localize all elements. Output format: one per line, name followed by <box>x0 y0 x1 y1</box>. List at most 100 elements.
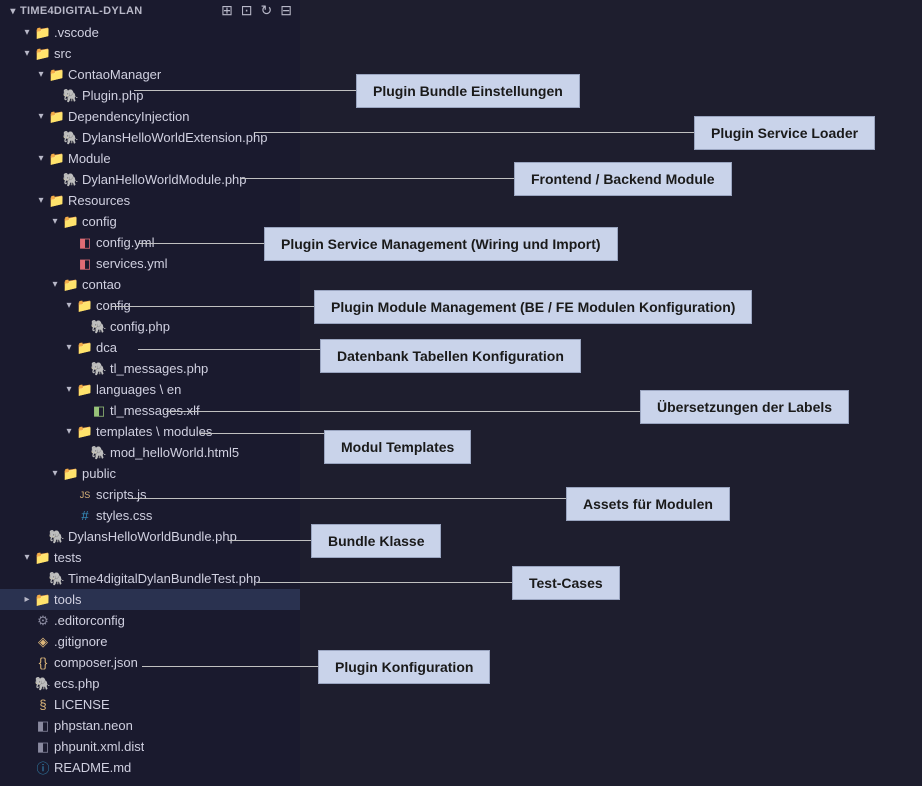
annotation-connector <box>228 540 311 541</box>
tree-folder[interactable]: ▾📁config <box>0 211 300 232</box>
file-icon: 🐘 <box>48 529 66 545</box>
tree-folder[interactable]: ▾📁tests <box>0 547 300 568</box>
file-icon: 📁 <box>48 109 66 125</box>
tree-file[interactable]: JSscripts.js <box>0 484 300 505</box>
file-icon: 📁 <box>48 151 66 167</box>
tree-file[interactable]: 🐘Time4digitalDylanBundleTest.php <box>0 568 300 589</box>
tree-file[interactable]: 🐘config.php <box>0 316 300 337</box>
chevron-down-icon: ▾ <box>34 153 48 164</box>
file-tree: ▾📁.vscode▾📁src▾📁ContaoManager🐘Plugin.php… <box>0 22 300 778</box>
file-icon: 🐘 <box>62 172 80 188</box>
file-icon: 📁 <box>34 46 52 62</box>
file-icon: {} <box>34 655 52 670</box>
tree-file[interactable]: 🐘DylansHelloWorldExtension.php <box>0 127 300 148</box>
file-icon: 📁 <box>34 592 52 608</box>
collapse-icon[interactable]: ⊟ <box>280 2 292 19</box>
chevron-down-icon: ▾ <box>48 279 62 290</box>
file-icon: 📁 <box>76 382 94 398</box>
annotation-label: Plugin Service Loader <box>694 116 875 150</box>
tree-file[interactable]: 🐘ecs.php <box>0 673 300 694</box>
annotation-connector <box>258 582 512 583</box>
tree-file[interactable]: 🐘tl_messages.php <box>0 358 300 379</box>
tree-file[interactable]: 🐘DylanHelloWorldModule.php <box>0 169 300 190</box>
annotation-connector <box>134 90 356 91</box>
tree-file[interactable]: {}composer.json <box>0 652 300 673</box>
tree-item-label: scripts.js <box>96 487 147 502</box>
tree-folder[interactable]: ▾📁Module <box>0 148 300 169</box>
file-icon: 📁 <box>62 277 80 293</box>
annotation-label: Frontend / Backend Module <box>514 162 732 196</box>
file-icon: ◧ <box>76 256 94 272</box>
file-icon: 🐘 <box>62 88 80 104</box>
tree-folder[interactable]: ▸📁tools <box>0 589 300 610</box>
tree-item-label: languages \ en <box>96 382 181 397</box>
annotation-label: Plugin Konfiguration <box>318 650 490 684</box>
tree-item-label: Module <box>68 151 111 166</box>
file-icon: ◧ <box>90 403 108 419</box>
annotation-label: Modul Templates <box>324 430 471 464</box>
tree-item-label: DylanHelloWorldModule.php <box>82 172 247 187</box>
tree-file[interactable]: ⓘREADME.md <box>0 757 300 778</box>
tree-item-label: ecs.php <box>54 676 100 691</box>
tree-folder[interactable]: ▾📁Resources <box>0 190 300 211</box>
chevron-down-icon: ▾ <box>20 48 34 59</box>
tree-file[interactable]: 🐘mod_helloWorld.html5 <box>0 442 300 463</box>
tree-file[interactable]: 🐘DylansHelloWorldBundle.php <box>0 526 300 547</box>
annotation-connector <box>200 433 324 434</box>
file-icon: 📁 <box>48 67 66 83</box>
file-icon: ⓘ <box>34 758 52 777</box>
file-icon: 🐘 <box>90 319 108 335</box>
explorer-actions: ⊞ ⊡ ↻ ⊟ <box>221 2 292 19</box>
tree-file[interactable]: ⚙.editorconfig <box>0 610 300 631</box>
tree-folder[interactable]: ▾📁src <box>0 43 300 64</box>
tree-folder[interactable]: ▾📁templates \ modules <box>0 421 300 442</box>
file-icon: 📁 <box>76 340 94 356</box>
chevron-down-icon: ▾ <box>34 111 48 122</box>
file-icon: 📁 <box>76 424 94 440</box>
tree-file[interactable]: ◧services.yml <box>0 253 300 274</box>
tree-folder[interactable]: ▾📁public <box>0 463 300 484</box>
tree-item-label: DylansHelloWorldBundle.php <box>68 529 237 544</box>
tree-folder[interactable]: ▾📁dca <box>0 337 300 358</box>
tree-folder[interactable]: ▾📁ContaoManager <box>0 64 300 85</box>
annotation-connector <box>112 306 314 307</box>
file-icon: 🐘 <box>34 676 52 692</box>
chevron-down-icon: ▾ <box>62 384 76 395</box>
tree-file[interactable]: ◧phpunit.xml.dist <box>0 736 300 757</box>
tree-item-label: DependencyInjection <box>68 109 189 124</box>
tree-folder[interactable]: ▾📁languages \ en <box>0 379 300 400</box>
annotation-label: Datenbank Tabellen Konfiguration <box>320 339 581 373</box>
new-folder-icon[interactable]: ⊡ <box>241 2 253 19</box>
chevron-down-icon: ▾ <box>34 195 48 206</box>
tree-file[interactable]: 🐘Plugin.php <box>0 85 300 106</box>
tree-file[interactable]: ◧phpstan.neon <box>0 715 300 736</box>
tree-folder[interactable]: ▾📁contao <box>0 274 300 295</box>
chevron-down-icon: ▾ <box>62 426 76 437</box>
file-icon: 🐘 <box>62 130 80 146</box>
new-file-icon[interactable]: ⊞ <box>221 2 233 19</box>
tree-item-label: config.php <box>110 319 170 334</box>
chevron-right-icon: ▸ <box>20 594 34 605</box>
annotation-connector <box>254 132 694 133</box>
chevron-down-icon: ▾ <box>20 27 34 38</box>
file-icon: 📁 <box>62 214 80 230</box>
tree-folder[interactable]: ▾📁DependencyInjection <box>0 106 300 127</box>
chevron-down-icon: ▾ <box>48 216 62 227</box>
project-title: TIME4DIGITAL-DYLAN <box>20 5 143 17</box>
tree-file[interactable]: §LICENSE <box>0 694 300 715</box>
chevron-down-icon: ▾ <box>62 300 76 311</box>
refresh-icon[interactable]: ↻ <box>261 2 273 19</box>
file-icon: 📁 <box>48 193 66 209</box>
tree-item-label: tools <box>54 592 81 607</box>
annotation-label: Bundle Klasse <box>311 524 441 558</box>
tree-file[interactable]: #styles.css <box>0 505 300 526</box>
file-icon: § <box>34 697 52 712</box>
tree-item-label: ContaoManager <box>68 67 161 82</box>
tree-item-label: .editorconfig <box>54 613 125 628</box>
file-icon: 📁 <box>76 298 94 314</box>
tree-folder[interactable]: ▾📁.vscode <box>0 22 300 43</box>
tree-file[interactable]: ◈.gitignore <box>0 631 300 652</box>
file-icon: ◧ <box>34 718 52 734</box>
tree-item-label: dca <box>96 340 117 355</box>
tree-item-label: public <box>82 466 116 481</box>
